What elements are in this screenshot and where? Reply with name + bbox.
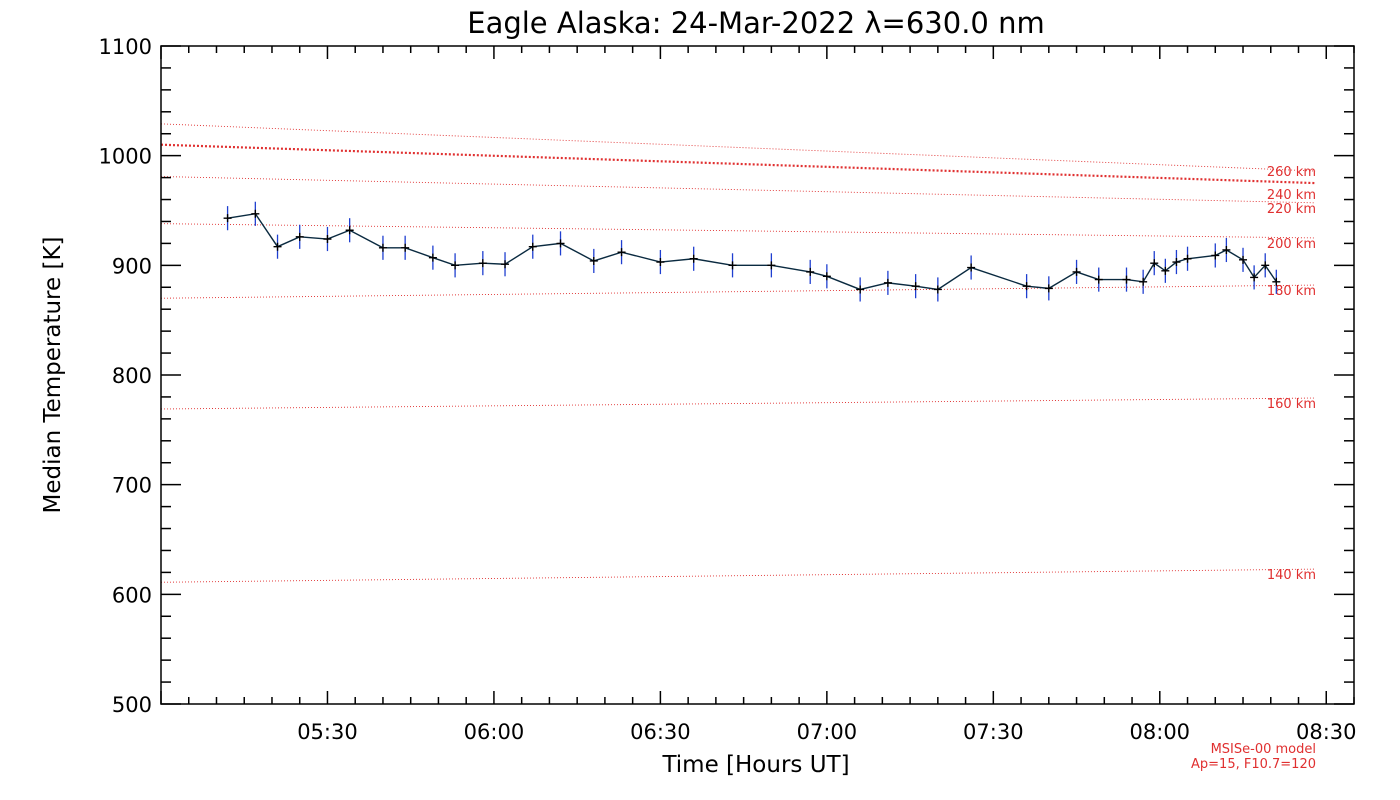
data-point — [822, 272, 831, 281]
y-tick-label: 1000 — [99, 145, 152, 169]
data-point — [933, 285, 942, 294]
data-point — [528, 242, 537, 251]
y-axis-title: Median Temperature [K] — [40, 237, 66, 514]
data-series — [223, 201, 1281, 302]
data-point — [767, 261, 776, 270]
data-point — [656, 258, 665, 267]
x-tick-label: 05:30 — [297, 720, 358, 744]
data-point — [1122, 275, 1131, 284]
data-point — [617, 248, 626, 257]
y-tick-label: 500 — [112, 693, 152, 717]
model-curve — [160, 176, 1316, 204]
model-curve — [160, 143, 1316, 185]
data-point — [1072, 267, 1081, 276]
y-tick-label: 600 — [112, 583, 152, 607]
data-point — [1272, 277, 1281, 286]
data-point — [1139, 277, 1148, 286]
x-tick-label: 06:30 — [630, 720, 691, 744]
x-tick-label: 08:30 — [1296, 720, 1357, 744]
data-point — [1150, 259, 1159, 268]
data-point — [223, 214, 232, 223]
data-point — [323, 235, 332, 244]
data-point — [1250, 273, 1259, 282]
data-point — [1211, 251, 1220, 260]
model-curve-label: 140 km — [1267, 568, 1316, 583]
data-point — [1172, 258, 1181, 267]
model-curve-label: 200 km — [1267, 237, 1316, 252]
y-tick-label: 1100 — [99, 35, 152, 59]
data-point — [689, 254, 698, 263]
x-tick-label: 07:30 — [963, 720, 1024, 744]
model-curve-label: 220 km — [1267, 202, 1316, 217]
model-curve-label: 240 km — [1267, 188, 1316, 203]
data-point — [1183, 254, 1192, 263]
data-point — [1222, 245, 1231, 254]
model-note-line-2: Ap=15, F10.7=120 — [1191, 757, 1316, 772]
data-point — [501, 260, 510, 269]
data-point — [1261, 261, 1270, 270]
data-point — [967, 263, 976, 272]
data-point — [345, 226, 354, 235]
data-point — [806, 267, 815, 276]
model-curve-label: 180 km — [1267, 284, 1316, 299]
x-axis: 05:30 06:00 06:30 07:00 07:30 08:00 08:30 — [160, 46, 1357, 744]
model-curve — [160, 568, 1316, 583]
model-curve-label: 260 km — [1267, 165, 1316, 180]
data-point — [478, 259, 487, 268]
model-curve — [160, 223, 1316, 239]
data-point — [401, 243, 410, 252]
data-point — [1239, 255, 1248, 264]
series-line — [227, 213, 1277, 291]
model-curve — [160, 397, 1316, 410]
x-tick-label: 06:00 — [464, 720, 525, 744]
y-tick-label: 700 — [112, 474, 152, 498]
data-point — [1094, 275, 1103, 284]
data-point — [378, 243, 387, 252]
data-point — [1044, 284, 1053, 293]
data-point — [856, 285, 865, 294]
x-tick-label: 07:00 — [797, 720, 858, 744]
model-note-line-1: MSISe-00 model — [1211, 742, 1316, 757]
y-tick-label: 800 — [112, 364, 152, 388]
model-curve — [160, 123, 1316, 172]
data-point — [428, 253, 437, 262]
x-tick-label: 08:00 — [1130, 720, 1191, 744]
data-point — [911, 282, 920, 291]
data-point — [295, 232, 304, 241]
data-point — [1161, 266, 1170, 275]
data-point — [451, 261, 460, 270]
model-curve — [160, 284, 1316, 299]
y-axis: 500 600 700 800 900 1000 1100 — [99, 35, 1354, 717]
chart-title: Eagle Alaska: 24-Mar-2022 λ=630.0 nm — [467, 6, 1044, 40]
data-point — [1022, 282, 1031, 291]
data-point — [589, 256, 598, 265]
data-point — [883, 278, 892, 287]
data-point — [251, 209, 260, 218]
data-point — [556, 239, 565, 248]
model-curve-label: 160 km — [1267, 397, 1316, 412]
y-tick-label: 900 — [112, 254, 152, 278]
plot-frame — [160, 45, 1355, 705]
data-point — [728, 261, 737, 270]
data-point — [273, 242, 282, 251]
x-axis-title: Time [Hours UT] — [661, 752, 849, 778]
